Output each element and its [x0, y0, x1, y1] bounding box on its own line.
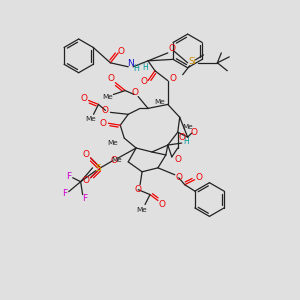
Text: Me: Me	[107, 140, 118, 146]
Text: H: H	[133, 64, 139, 73]
Text: O: O	[168, 44, 175, 53]
Text: O: O	[118, 47, 125, 56]
Text: F: F	[62, 189, 68, 198]
Text: Si: Si	[189, 57, 196, 66]
Text: O: O	[108, 74, 115, 83]
Text: N: N	[127, 59, 134, 68]
Text: O: O	[100, 119, 107, 128]
Text: Me: Me	[102, 94, 113, 100]
Text: O: O	[141, 77, 148, 86]
Text: O: O	[111, 156, 118, 165]
Text: O: O	[190, 128, 197, 137]
Text: O: O	[82, 151, 89, 160]
Text: O: O	[169, 74, 176, 83]
Text: H: H	[183, 136, 188, 146]
Text: O: O	[158, 200, 165, 209]
Text: O: O	[175, 173, 182, 182]
Text: O: O	[178, 133, 185, 142]
Text: O: O	[195, 173, 202, 182]
Text: Me: Me	[137, 207, 147, 213]
Text: Me: Me	[85, 116, 96, 122]
Text: O: O	[102, 106, 109, 115]
Text: H: H	[142, 63, 148, 72]
Text: O: O	[80, 94, 87, 103]
Text: Me: Me	[154, 99, 165, 105]
Text: F: F	[66, 172, 71, 181]
Text: Me: Me	[111, 157, 122, 163]
Text: F: F	[82, 194, 87, 203]
Text: O: O	[135, 185, 142, 194]
Text: Me: Me	[182, 124, 193, 130]
Text: O: O	[174, 155, 181, 164]
Text: S: S	[96, 164, 101, 173]
Text: O: O	[132, 88, 139, 97]
Text: O: O	[82, 176, 89, 185]
